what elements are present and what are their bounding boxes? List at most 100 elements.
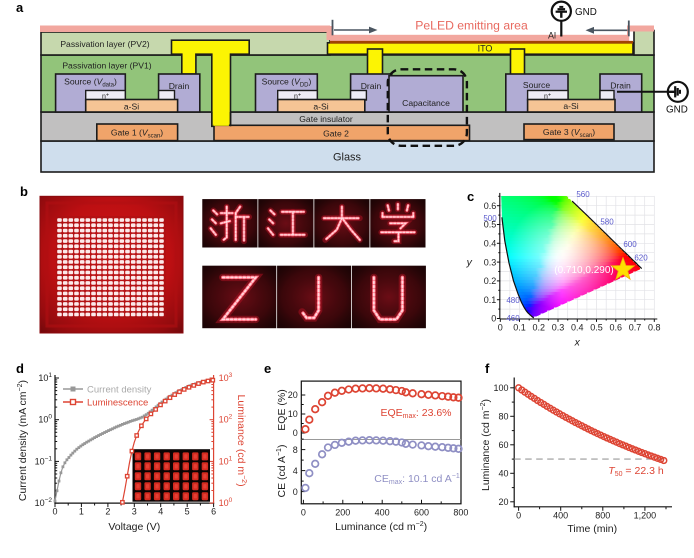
svg-text:800: 800 <box>595 510 610 520</box>
svg-text:Current density: Current density <box>87 385 152 396</box>
svg-text:Gate 2: Gate 2 <box>323 128 349 138</box>
svg-text:4: 4 <box>293 466 298 476</box>
svg-text:100: 100 <box>219 497 233 508</box>
svg-text:400: 400 <box>553 510 568 520</box>
svg-text:Luminance (cd m−2): Luminance (cd m−2) <box>480 399 492 491</box>
svg-text:101: 101 <box>219 455 233 466</box>
svg-text:6: 6 <box>211 507 216 517</box>
svg-text:Voltage (V): Voltage (V) <box>108 521 160 533</box>
svg-text:CEmax: 10.1 cd A−1: CEmax: 10.1 cd A−1 <box>374 473 460 486</box>
svg-text:1: 1 <box>79 507 84 517</box>
svg-text:10−1: 10−1 <box>35 455 53 466</box>
svg-text:T50 = 22.3 h: T50 = 22.3 h <box>608 465 664 478</box>
svg-text:Current density (mA cm−2): Current density (mA cm−2) <box>17 380 29 501</box>
svg-text:103: 103 <box>219 372 233 383</box>
svg-text:a-Si: a-Si <box>313 101 328 111</box>
svg-text:0.3: 0.3 <box>484 257 497 267</box>
svg-text:0.4: 0.4 <box>484 239 497 249</box>
svg-text:Source (VDD): Source (VDD) <box>262 77 312 89</box>
svg-text:480: 480 <box>506 296 520 305</box>
svg-text:Luminance (cd m−2): Luminance (cd m−2) <box>335 521 427 533</box>
svg-text:EQEmax: 23.6%: EQEmax: 23.6% <box>380 407 451 420</box>
svg-text:0.5: 0.5 <box>590 323 603 333</box>
svg-text:x: x <box>574 337 581 349</box>
svg-text:GND: GND <box>666 105 688 116</box>
svg-text:20: 20 <box>498 497 508 507</box>
svg-text:e: e <box>264 361 271 376</box>
svg-text:0: 0 <box>293 487 298 497</box>
svg-text:Time (min): Time (min) <box>567 523 617 535</box>
svg-text:d: d <box>16 361 24 376</box>
svg-text:Luminescence: Luminescence <box>87 398 148 409</box>
svg-text:Drain: Drain <box>361 81 382 91</box>
svg-text:0.2: 0.2 <box>533 323 546 333</box>
svg-text:Passivation layer (PV2): Passivation layer (PV2) <box>60 39 149 49</box>
svg-text:n+: n+ <box>102 93 109 101</box>
svg-text:0.6: 0.6 <box>484 201 497 211</box>
svg-text:40: 40 <box>498 469 508 479</box>
svg-text:0: 0 <box>498 323 503 333</box>
svg-text:560: 560 <box>576 190 590 199</box>
svg-text:0: 0 <box>516 510 521 520</box>
svg-text:0: 0 <box>52 507 57 517</box>
svg-text:500: 500 <box>483 214 497 223</box>
svg-text:ITO: ITO <box>478 44 493 54</box>
svg-text:f: f <box>485 361 490 376</box>
svg-text:Al: Al <box>548 31 556 41</box>
svg-text:PeLED emitting area: PeLED emitting area <box>415 18 528 32</box>
svg-text:Gate insulator: Gate insulator <box>299 114 353 124</box>
svg-text:20: 20 <box>288 390 298 400</box>
svg-text:GND: GND <box>575 7 597 18</box>
svg-text:n+: n+ <box>294 93 301 101</box>
svg-text:580: 580 <box>600 218 614 227</box>
svg-text:60: 60 <box>498 440 508 450</box>
svg-text:0: 0 <box>301 508 306 518</box>
svg-text:0.3: 0.3 <box>552 323 565 333</box>
svg-text:EQE (%): EQE (%) <box>276 389 288 430</box>
svg-text:0: 0 <box>491 314 496 324</box>
svg-text:0.2: 0.2 <box>484 276 497 286</box>
svg-text:b: b <box>20 184 28 199</box>
svg-text:100: 100 <box>493 383 508 393</box>
svg-text:3: 3 <box>132 507 137 517</box>
svg-text:0.1: 0.1 <box>484 295 497 305</box>
svg-text:600: 600 <box>414 508 429 518</box>
svg-text:Capacitance: Capacitance <box>402 98 450 108</box>
svg-text:600: 600 <box>623 240 637 249</box>
svg-text:Drain: Drain <box>169 81 190 91</box>
svg-text:800: 800 <box>453 508 468 518</box>
svg-text:400: 400 <box>375 508 390 518</box>
svg-text:Passivation layer (PV1): Passivation layer (PV1) <box>62 61 151 71</box>
svg-text:a: a <box>16 0 24 15</box>
svg-text:CE (cd A−1): CE (cd A−1) <box>276 445 288 498</box>
svg-text:(0.710,0.290): (0.710,0.290) <box>554 265 614 276</box>
svg-text:0.1: 0.1 <box>513 323 526 333</box>
svg-text:0.8: 0.8 <box>648 323 661 333</box>
svg-text:Glass: Glass <box>333 152 362 164</box>
svg-text:2: 2 <box>105 507 110 517</box>
svg-text:0.4: 0.4 <box>571 323 584 333</box>
svg-text:0.7: 0.7 <box>629 323 642 333</box>
svg-text:y: y <box>466 257 473 269</box>
svg-text:a-Si: a-Si <box>563 101 578 111</box>
svg-text:1,200: 1,200 <box>634 510 657 520</box>
svg-text:8: 8 <box>293 445 298 455</box>
svg-text:200: 200 <box>335 508 350 518</box>
svg-text:10−2: 10−2 <box>35 497 53 508</box>
svg-text:100: 100 <box>38 414 52 425</box>
svg-text:0.5: 0.5 <box>484 220 497 230</box>
svg-text:4: 4 <box>158 507 163 517</box>
svg-text:620: 620 <box>634 254 648 263</box>
svg-text:80: 80 <box>498 412 508 422</box>
svg-text:102: 102 <box>219 414 233 425</box>
svg-text:Luminance (cd m−2): Luminance (cd m−2) <box>235 395 247 487</box>
svg-text:0: 0 <box>293 428 298 438</box>
svg-text:0.6: 0.6 <box>610 323 623 333</box>
svg-text:c: c <box>467 189 474 204</box>
svg-text:101: 101 <box>38 372 52 383</box>
svg-text:10: 10 <box>288 409 298 419</box>
svg-text:a-Si: a-Si <box>124 101 139 111</box>
svg-text:460: 460 <box>506 314 520 323</box>
svg-text:Drain: Drain <box>610 81 631 91</box>
svg-text:Source: Source <box>523 80 550 90</box>
